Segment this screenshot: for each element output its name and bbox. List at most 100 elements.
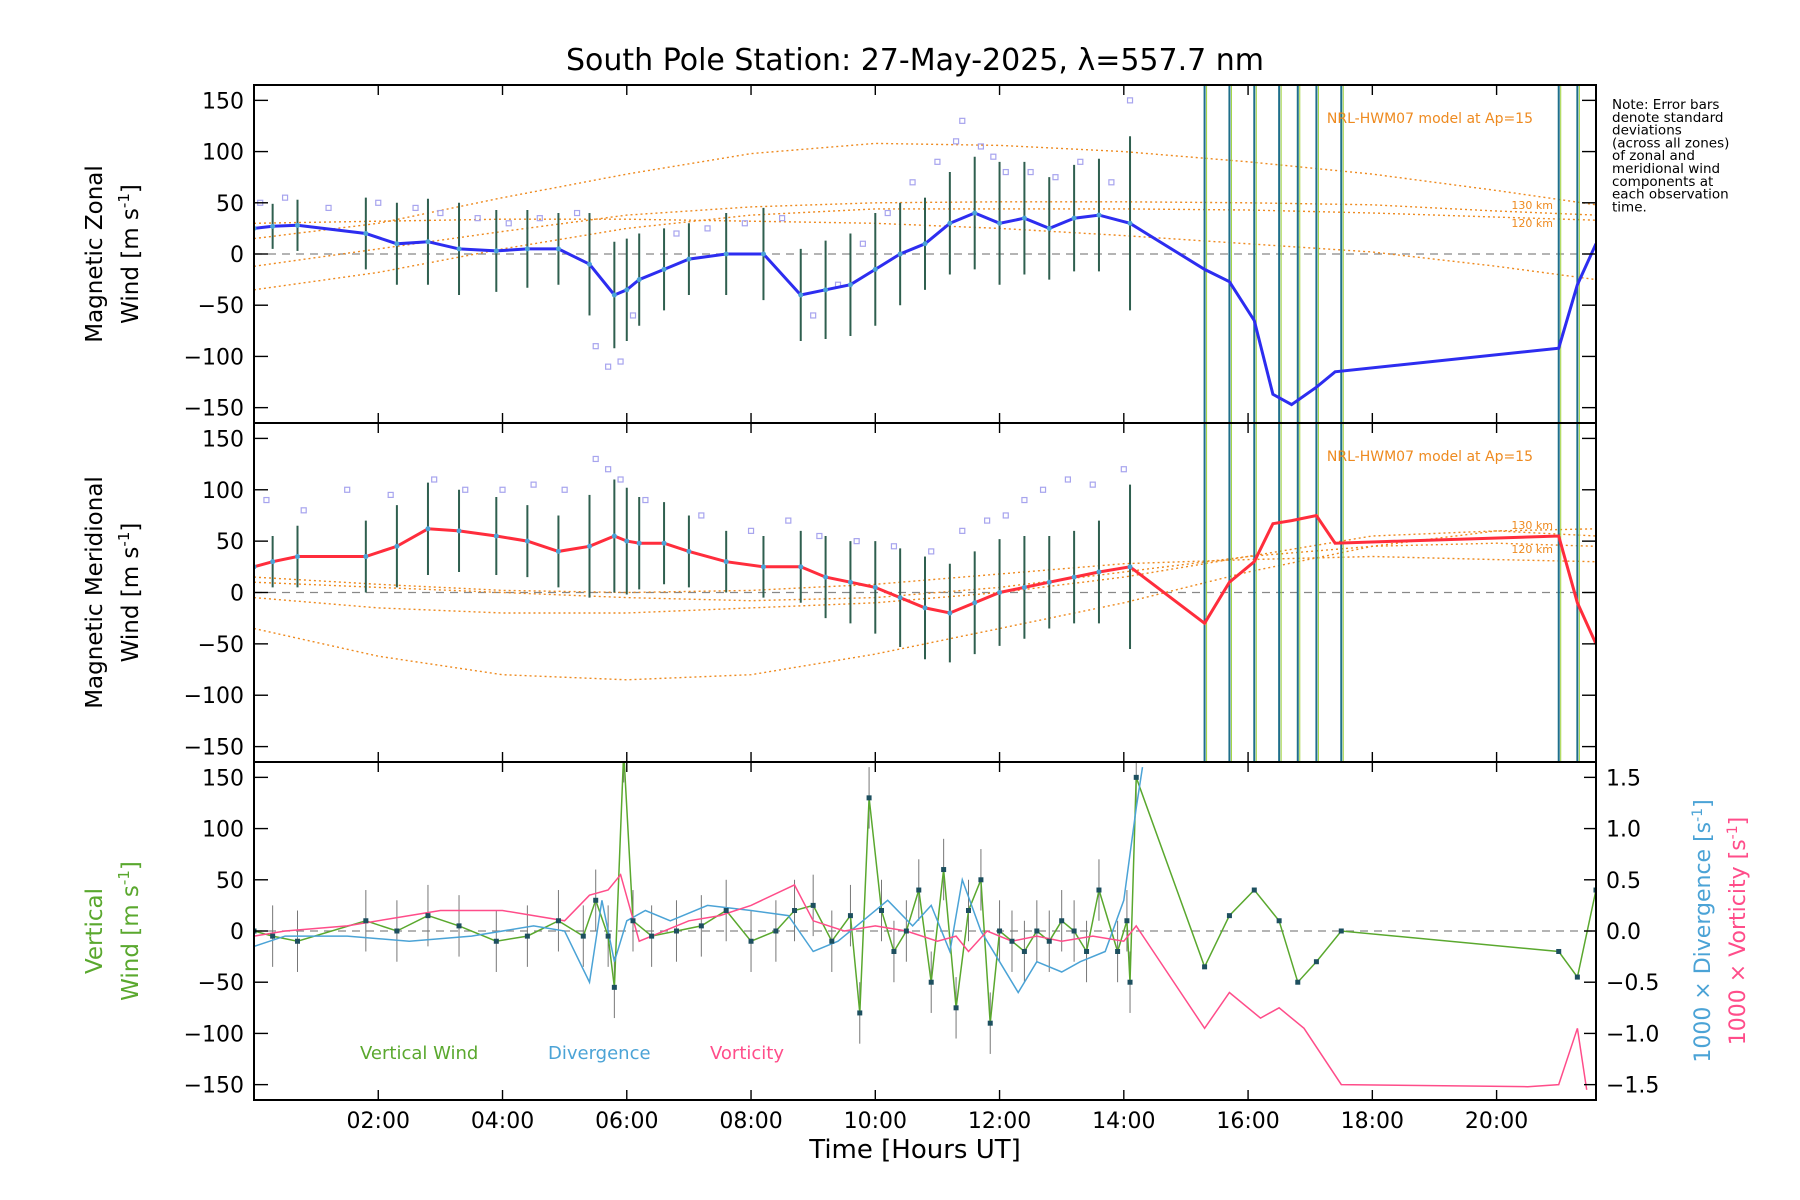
y-tick-label: −100 [184,684,244,709]
y-tick-label: 50 [216,869,244,894]
note-line: (across all zones) [1612,135,1729,151]
zonal-wind-point [294,222,300,228]
scatter-point [431,476,438,483]
scatter-point [281,194,289,201]
scatter-point [698,512,705,519]
zonal-wind-point [922,241,928,247]
y-tick-label: 100 [202,141,244,166]
scatter-point [474,215,481,222]
meridional-axis-title-2: Wind [m s-1] [115,523,144,663]
scatter-point [462,486,469,493]
vertical-wind-point [829,938,835,944]
zonal-wind-point [456,246,462,252]
meridional-wind-point [394,543,400,549]
vertical-wind-point [605,933,611,939]
vertical-wind-point [792,908,798,914]
x-axis-title: Time [Hours UT] [808,1135,1021,1165]
meridional-wind-point [1046,579,1052,585]
scatter-point [1002,512,1009,519]
scatter-point [909,179,916,186]
vertical-wind-point [630,918,636,924]
meridional-wind-point [636,540,642,546]
scatter-point [325,204,332,212]
note-line: deviations [1612,123,1682,139]
scatter-point [592,455,599,463]
scatter-point [959,117,966,124]
y2-tick-label: 1.5 [1606,766,1641,791]
y-tick-label: −150 [184,736,244,761]
vertical-wind-point [698,923,704,929]
scatter-point [1108,179,1115,186]
y-tick-label: 0 [230,582,244,607]
y-tick-label: 0 [230,243,244,268]
zonal-wind-point [1071,215,1077,221]
zonal-wind-point [872,266,878,272]
zonal-axis-end: ] [118,184,144,193]
scatter-point [617,476,624,483]
model-curve [254,218,1596,281]
vertical-wind-point [1574,974,1580,980]
legend-divergence: Divergence [548,1043,651,1064]
zonal-axis-sup: -1 [115,193,133,208]
scatter-point [505,220,512,227]
scatter-point [810,312,817,319]
meridional-wind-point [524,538,530,544]
vertical-wind-point [1115,948,1121,954]
vorticity-axis-title: 1000 × Vorticity [s-1] [1725,817,1751,1045]
y2-tick-label: −1.0 [1606,1022,1659,1047]
vertical-wind-point [1133,774,1139,780]
y-tick-label: 0 [230,920,244,945]
zonal-wind-point [425,239,431,245]
zonal-axis-title-2: Wind [m s-1] [115,184,144,324]
scatter-point [642,496,649,504]
zonal-wind-point [636,277,642,283]
scatter-point [437,209,444,217]
model-label-120km: 120 km [1511,217,1553,230]
scatter-point [884,209,891,217]
x-tick-label: 20:00 [1465,1109,1528,1134]
vertical-wind-point [928,979,934,985]
vertical-wind-point [524,933,530,939]
zonal-wind-point [555,246,561,252]
scatter-point [592,343,599,350]
meridional-wind-point [823,574,829,580]
vertical-wind-point [425,913,431,919]
zonal-wind-point [847,282,853,288]
meridional-wind-point [922,605,928,611]
vertical-wind-point [857,1010,863,1016]
model-label-120km: 120 km [1511,543,1553,556]
vertical-wind-point [1556,948,1562,954]
vertical-wind-line [254,762,1596,1024]
vertical-wind-point [611,984,617,990]
vertical-wind-point [1251,887,1257,893]
vertical-wind-point [1226,913,1232,919]
zonal-plot-area [254,85,1596,423]
note-line: components at [1612,174,1713,190]
y-tick-label: −50 [198,294,244,319]
meridional-wind-point [270,559,276,565]
meridional-wind-point [425,526,431,532]
vertical-wind-point [555,918,561,924]
x-tick-label: 04:00 [471,1109,534,1134]
vertical-wind-point [1338,928,1344,934]
y-tick-label: −50 [198,971,244,996]
zonal-panel: NRL-HWM07 model at Ap=15 130 km 120 km −150… [82,84,1597,424]
meridional-wind-point [661,540,667,546]
meridional-wind-point [798,564,804,570]
zonal-wind-point [723,251,729,257]
model-curve [254,555,1596,594]
divergence-axis-end: ] [1691,799,1716,808]
note-line: Note: Error bars [1612,97,1719,113]
meridional-wind-point [587,543,592,549]
scatter-point [530,481,537,488]
vertical-panel: Vertical Wind Divergence Vorticity −1.5 −1.0… [82,761,1751,1101]
vertical-axis-sup: -1 [115,870,133,885]
meridional-wind-line [254,513,1596,645]
zonal-wind-point [363,231,369,237]
note-line: time. [1612,199,1647,215]
scatter-point [984,517,991,524]
zonal-wind-line [254,211,1596,407]
scatter-point [1089,481,1096,488]
x-tick-label: 06:00 [595,1109,658,1134]
